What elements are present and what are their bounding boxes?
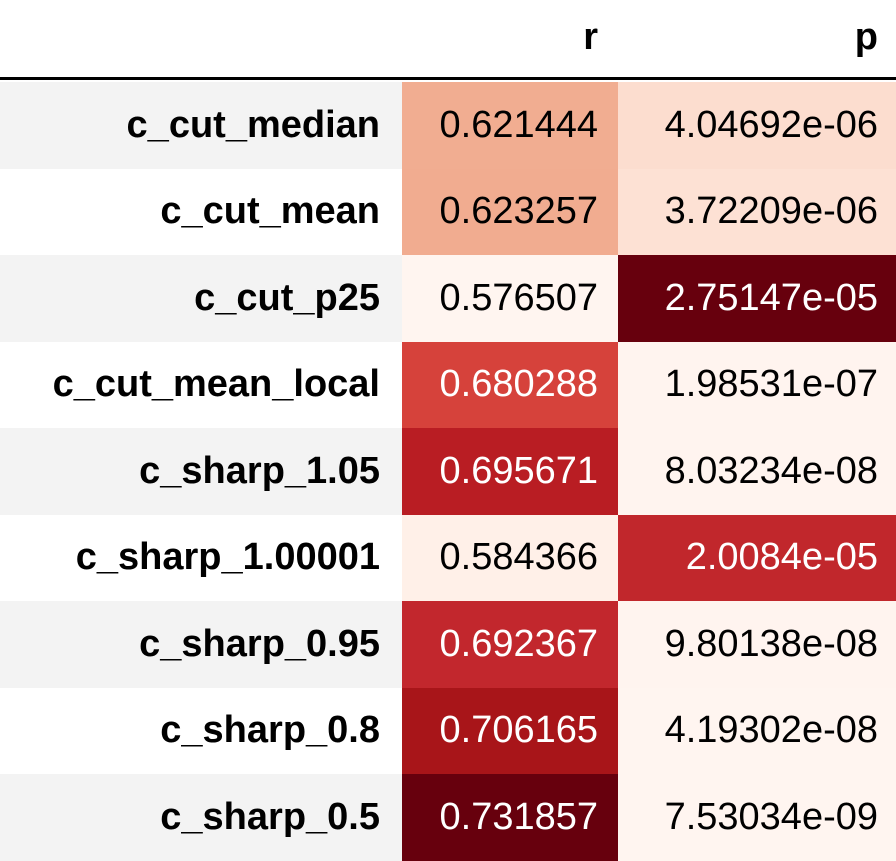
p-value-cell: 8.03234e-08: [618, 428, 896, 515]
r-value-cell: 0.695671: [402, 428, 618, 515]
row-label: c_cut_mean: [160, 190, 380, 233]
p-value-cell: 9.80138e-08: [618, 601, 896, 688]
p-value-cell: 2.75147e-05: [618, 255, 896, 342]
table-row: c_cut_mean_local 0.680288 1.98531e-07: [0, 341, 896, 428]
p-value-cell: 3.72209e-06: [618, 168, 896, 255]
table-header: r p: [0, 0, 896, 80]
row-label: c_cut_p25: [194, 276, 380, 319]
r-value-cell: 0.731857: [402, 774, 618, 861]
row-label: c_sharp_0.5: [160, 795, 380, 838]
table-row: c_sharp_1.00001 0.584366 2.0084e-05: [0, 514, 896, 601]
p-value-cell: 1.98531e-07: [618, 341, 896, 428]
row-label: c_sharp_0.95: [139, 622, 380, 665]
p-value-cell: 4.04692e-06: [618, 82, 896, 169]
p-value-cell: 2.0084e-05: [618, 514, 896, 601]
p-value-cell: 7.53034e-09: [618, 774, 896, 861]
r-value-cell: 0.692367: [402, 601, 618, 688]
table-row: c_cut_mean 0.623257 3.72209e-06: [0, 168, 896, 255]
row-label: c_sharp_1.00001: [75, 536, 380, 579]
r-value-cell: 0.576507: [402, 255, 618, 342]
table-row: c_sharp_0.8 0.706165 4.19302e-08: [0, 687, 896, 774]
table-row: c_cut_median 0.621444 4.04692e-06: [0, 82, 896, 169]
r-value-cell: 0.584366: [402, 514, 618, 601]
table-row: c_sharp_0.5 0.731857 7.53034e-09: [0, 774, 896, 861]
r-value-cell: 0.680288: [402, 341, 618, 428]
column-header-r: r: [583, 16, 598, 58]
row-label: c_cut_median: [126, 103, 380, 146]
r-value-cell: 0.621444: [402, 82, 618, 169]
table-row: c_sharp_1.05 0.695671 8.03234e-08: [0, 428, 896, 515]
column-header-p: p: [854, 16, 878, 58]
r-value-cell: 0.706165: [402, 687, 618, 774]
table-row: c_sharp_0.95 0.692367 9.80138e-08: [0, 601, 896, 688]
row-label: c_cut_mean_local: [52, 363, 380, 406]
row-label: c_sharp_1.05: [139, 449, 380, 492]
table-row: c_cut_p25 0.576507 2.75147e-05: [0, 255, 896, 342]
row-label: c_sharp_0.8: [160, 709, 380, 752]
r-value-cell: 0.623257: [402, 168, 618, 255]
p-value-cell: 4.19302e-08: [618, 687, 896, 774]
